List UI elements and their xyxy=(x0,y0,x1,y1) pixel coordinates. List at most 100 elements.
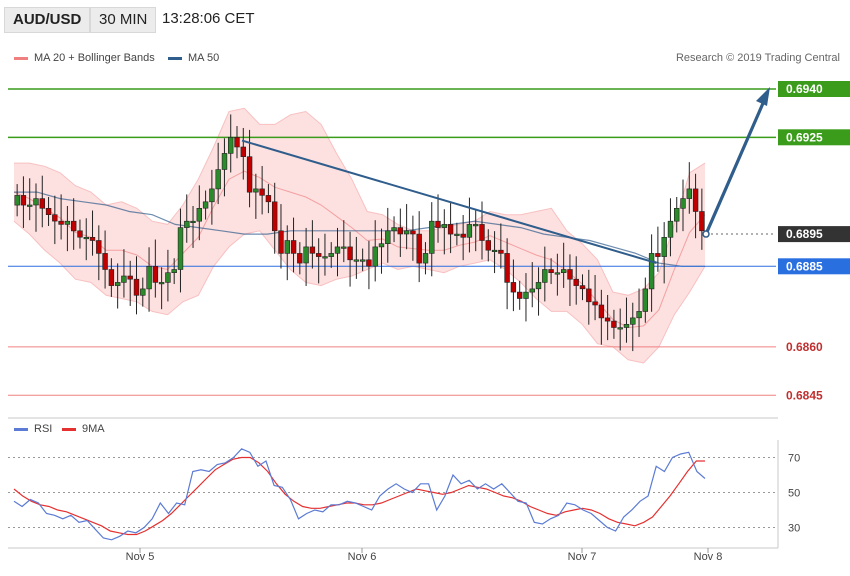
ma50-line xyxy=(14,191,705,267)
bollinger-band-fill xyxy=(14,108,705,363)
rsi-ma-swatch xyxy=(62,427,76,431)
candle-body xyxy=(422,253,429,264)
candle-body xyxy=(498,249,504,254)
candle-body xyxy=(184,220,190,228)
rsi-ma-legend-label: 9MA xyxy=(82,423,105,435)
candle-body xyxy=(397,227,403,235)
rsi-ma-line xyxy=(13,456,705,536)
candle-body xyxy=(328,253,334,257)
candle-body xyxy=(240,146,246,157)
candle-body xyxy=(33,198,39,206)
candle-body xyxy=(630,317,636,325)
candle-body xyxy=(447,224,454,235)
candle-body xyxy=(246,156,253,193)
candle-body xyxy=(64,220,71,225)
ma50-swatch xyxy=(168,56,182,60)
candle-body xyxy=(542,269,548,283)
projection-start-marker xyxy=(702,230,710,238)
candle-body xyxy=(26,204,33,207)
candle-body xyxy=(309,246,316,254)
candle-body xyxy=(560,269,567,274)
candle-body xyxy=(623,323,630,328)
rsi-legend: RSI xyxy=(14,423,52,435)
rsi-line xyxy=(13,448,706,541)
bollinger-upper-line xyxy=(14,107,706,296)
x-tick-label: Nov 7 xyxy=(568,551,597,563)
candle-body xyxy=(592,301,598,306)
candle-body xyxy=(297,253,303,264)
ma50-legend: MA 50 xyxy=(168,52,219,64)
candle-body xyxy=(271,201,278,232)
candle-body xyxy=(14,195,20,206)
candle-body xyxy=(190,220,196,223)
candle-body xyxy=(410,230,416,235)
candle-body xyxy=(385,230,391,245)
candle-body xyxy=(667,220,674,238)
candle-body xyxy=(341,246,347,249)
bollinger-legend-label: MA 20 + Bollinger Bands xyxy=(34,52,155,64)
candle-body xyxy=(441,224,447,228)
rsi-tick-label: 30 xyxy=(788,523,800,535)
bollinger-lower-line xyxy=(13,220,706,364)
symbol-box[interactable]: AUD/USD xyxy=(4,7,91,33)
copyright: Research © 2019 Trading Central xyxy=(675,52,840,64)
candle-body xyxy=(573,278,579,286)
candle-body xyxy=(567,269,573,280)
candle-body xyxy=(579,285,586,290)
candle-body xyxy=(485,240,491,251)
candle-body xyxy=(115,282,121,286)
candle-body xyxy=(617,327,623,330)
candle-body xyxy=(655,253,661,257)
price-label-bg xyxy=(778,258,850,275)
candle-body xyxy=(353,259,360,262)
candle-body xyxy=(466,224,473,238)
candle-body xyxy=(699,211,705,232)
rsi-swatch xyxy=(14,427,28,431)
ma50-legend-label: MA 50 xyxy=(188,52,220,64)
candle-body xyxy=(661,237,667,257)
candle-body xyxy=(83,237,90,240)
time-display: 13:28:06 CET xyxy=(154,7,263,33)
candle-body xyxy=(347,246,353,261)
candle-body xyxy=(692,188,699,212)
candle-body xyxy=(228,137,234,154)
candle-body xyxy=(479,224,485,241)
candle-body xyxy=(673,208,680,222)
candle-body xyxy=(20,195,27,206)
candle-body xyxy=(429,220,435,254)
rsi-tick-label: 50 xyxy=(788,488,800,500)
candle-body xyxy=(290,240,297,254)
candle-body xyxy=(535,282,542,290)
candle-body xyxy=(121,275,127,283)
price-label-bg xyxy=(778,226,850,243)
candle-body xyxy=(680,198,686,209)
price-label: 0.6885 xyxy=(786,259,823,273)
candle-body xyxy=(165,272,171,283)
candle-body xyxy=(472,224,479,227)
candle-body xyxy=(586,288,592,303)
rsi-tick-label: 70 xyxy=(788,453,800,465)
timeframe-box[interactable]: 30 MIN xyxy=(90,7,157,33)
candle-body xyxy=(303,246,309,264)
rsi-ma-legend: 9MA xyxy=(62,423,105,435)
candle-body xyxy=(108,269,115,286)
candle-body xyxy=(140,288,146,296)
candle-body xyxy=(234,137,240,148)
candle-body xyxy=(202,201,209,209)
time-label: 13:28:06 CET xyxy=(162,10,255,27)
candle-body xyxy=(359,259,366,262)
candle-body xyxy=(146,265,152,290)
candle-body xyxy=(39,198,46,209)
rsi-legend-label: RSI xyxy=(34,423,53,435)
candle-body xyxy=(510,282,517,293)
candle-body xyxy=(265,195,272,203)
x-tick-label: Nov 5 xyxy=(126,551,155,563)
price-label: 0.6845 xyxy=(786,388,823,402)
candle-body xyxy=(523,291,529,299)
candle-body xyxy=(372,246,378,267)
candle-body xyxy=(416,233,422,264)
candle-body xyxy=(127,275,133,280)
candle-body xyxy=(454,233,460,236)
candle-body xyxy=(529,288,536,293)
